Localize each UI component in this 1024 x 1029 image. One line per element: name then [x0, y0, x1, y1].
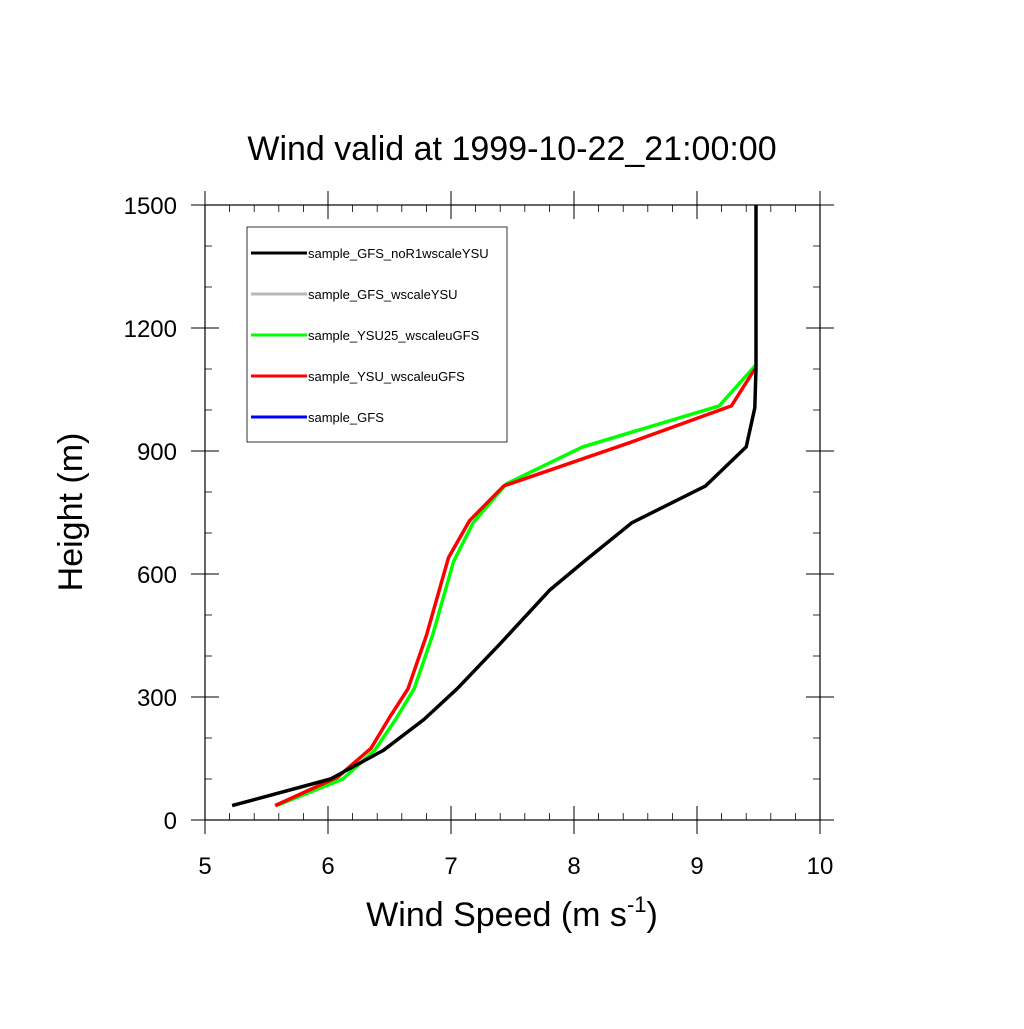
legend-label: sample_YSU_wscaleuGFS — [308, 369, 465, 384]
legend: sample_GFS_noR1wscaleYSU sample_GFS_wscal… — [246, 226, 508, 443]
y-tick-label: 1500 — [124, 193, 177, 220]
y-tick-label: 1200 — [124, 316, 177, 343]
x-tick-label: 10 — [807, 853, 834, 880]
ticks-layer: 5 6 7 8 9 10 0 300 600 900 1200 1500 — [124, 191, 834, 880]
x-axis-label-superscript: -1 — [627, 892, 647, 917]
series-layer — [231, 205, 758, 808]
y-tick-label: 0 — [164, 808, 177, 835]
series-line-sample-ysu25-wscaleugfs — [275, 363, 758, 808]
x-tick-label: 8 — [567, 853, 580, 880]
y-tick-label: 600 — [137, 562, 177, 589]
x-tick-label: 6 — [321, 853, 334, 880]
series-line-sample-gfs-nor1wscaleysu — [231, 205, 758, 808]
x-axis-label-tail: ) — [647, 896, 658, 934]
x-tick-label: 9 — [690, 853, 703, 880]
x-axis-label: Wind Speed (m s-1) — [366, 892, 658, 934]
legend-label: sample_GFS_noR1wscaleYSU — [308, 246, 489, 261]
legend-label: sample_GFS — [308, 410, 384, 425]
x-tick-label: 5 — [198, 853, 211, 880]
plot-frame — [204, 204, 821, 821]
legend-label: sample_YSU25_wscaleuGFS — [308, 328, 480, 343]
y-axis-label: Height (m) — [52, 433, 90, 592]
x-axis-label-main: Wind Speed (m s — [366, 896, 627, 934]
x-tick-label: 7 — [444, 853, 457, 880]
y-tick-label: 300 — [137, 685, 177, 712]
y-tick-label: 900 — [137, 439, 177, 466]
chart-title: Wind valid at 1999-10-22_21:00:00 — [247, 130, 776, 168]
series-line-sample-ysu-wscaleugfs — [274, 368, 757, 808]
legend-label: sample_GFS_wscaleYSU — [308, 287, 458, 302]
